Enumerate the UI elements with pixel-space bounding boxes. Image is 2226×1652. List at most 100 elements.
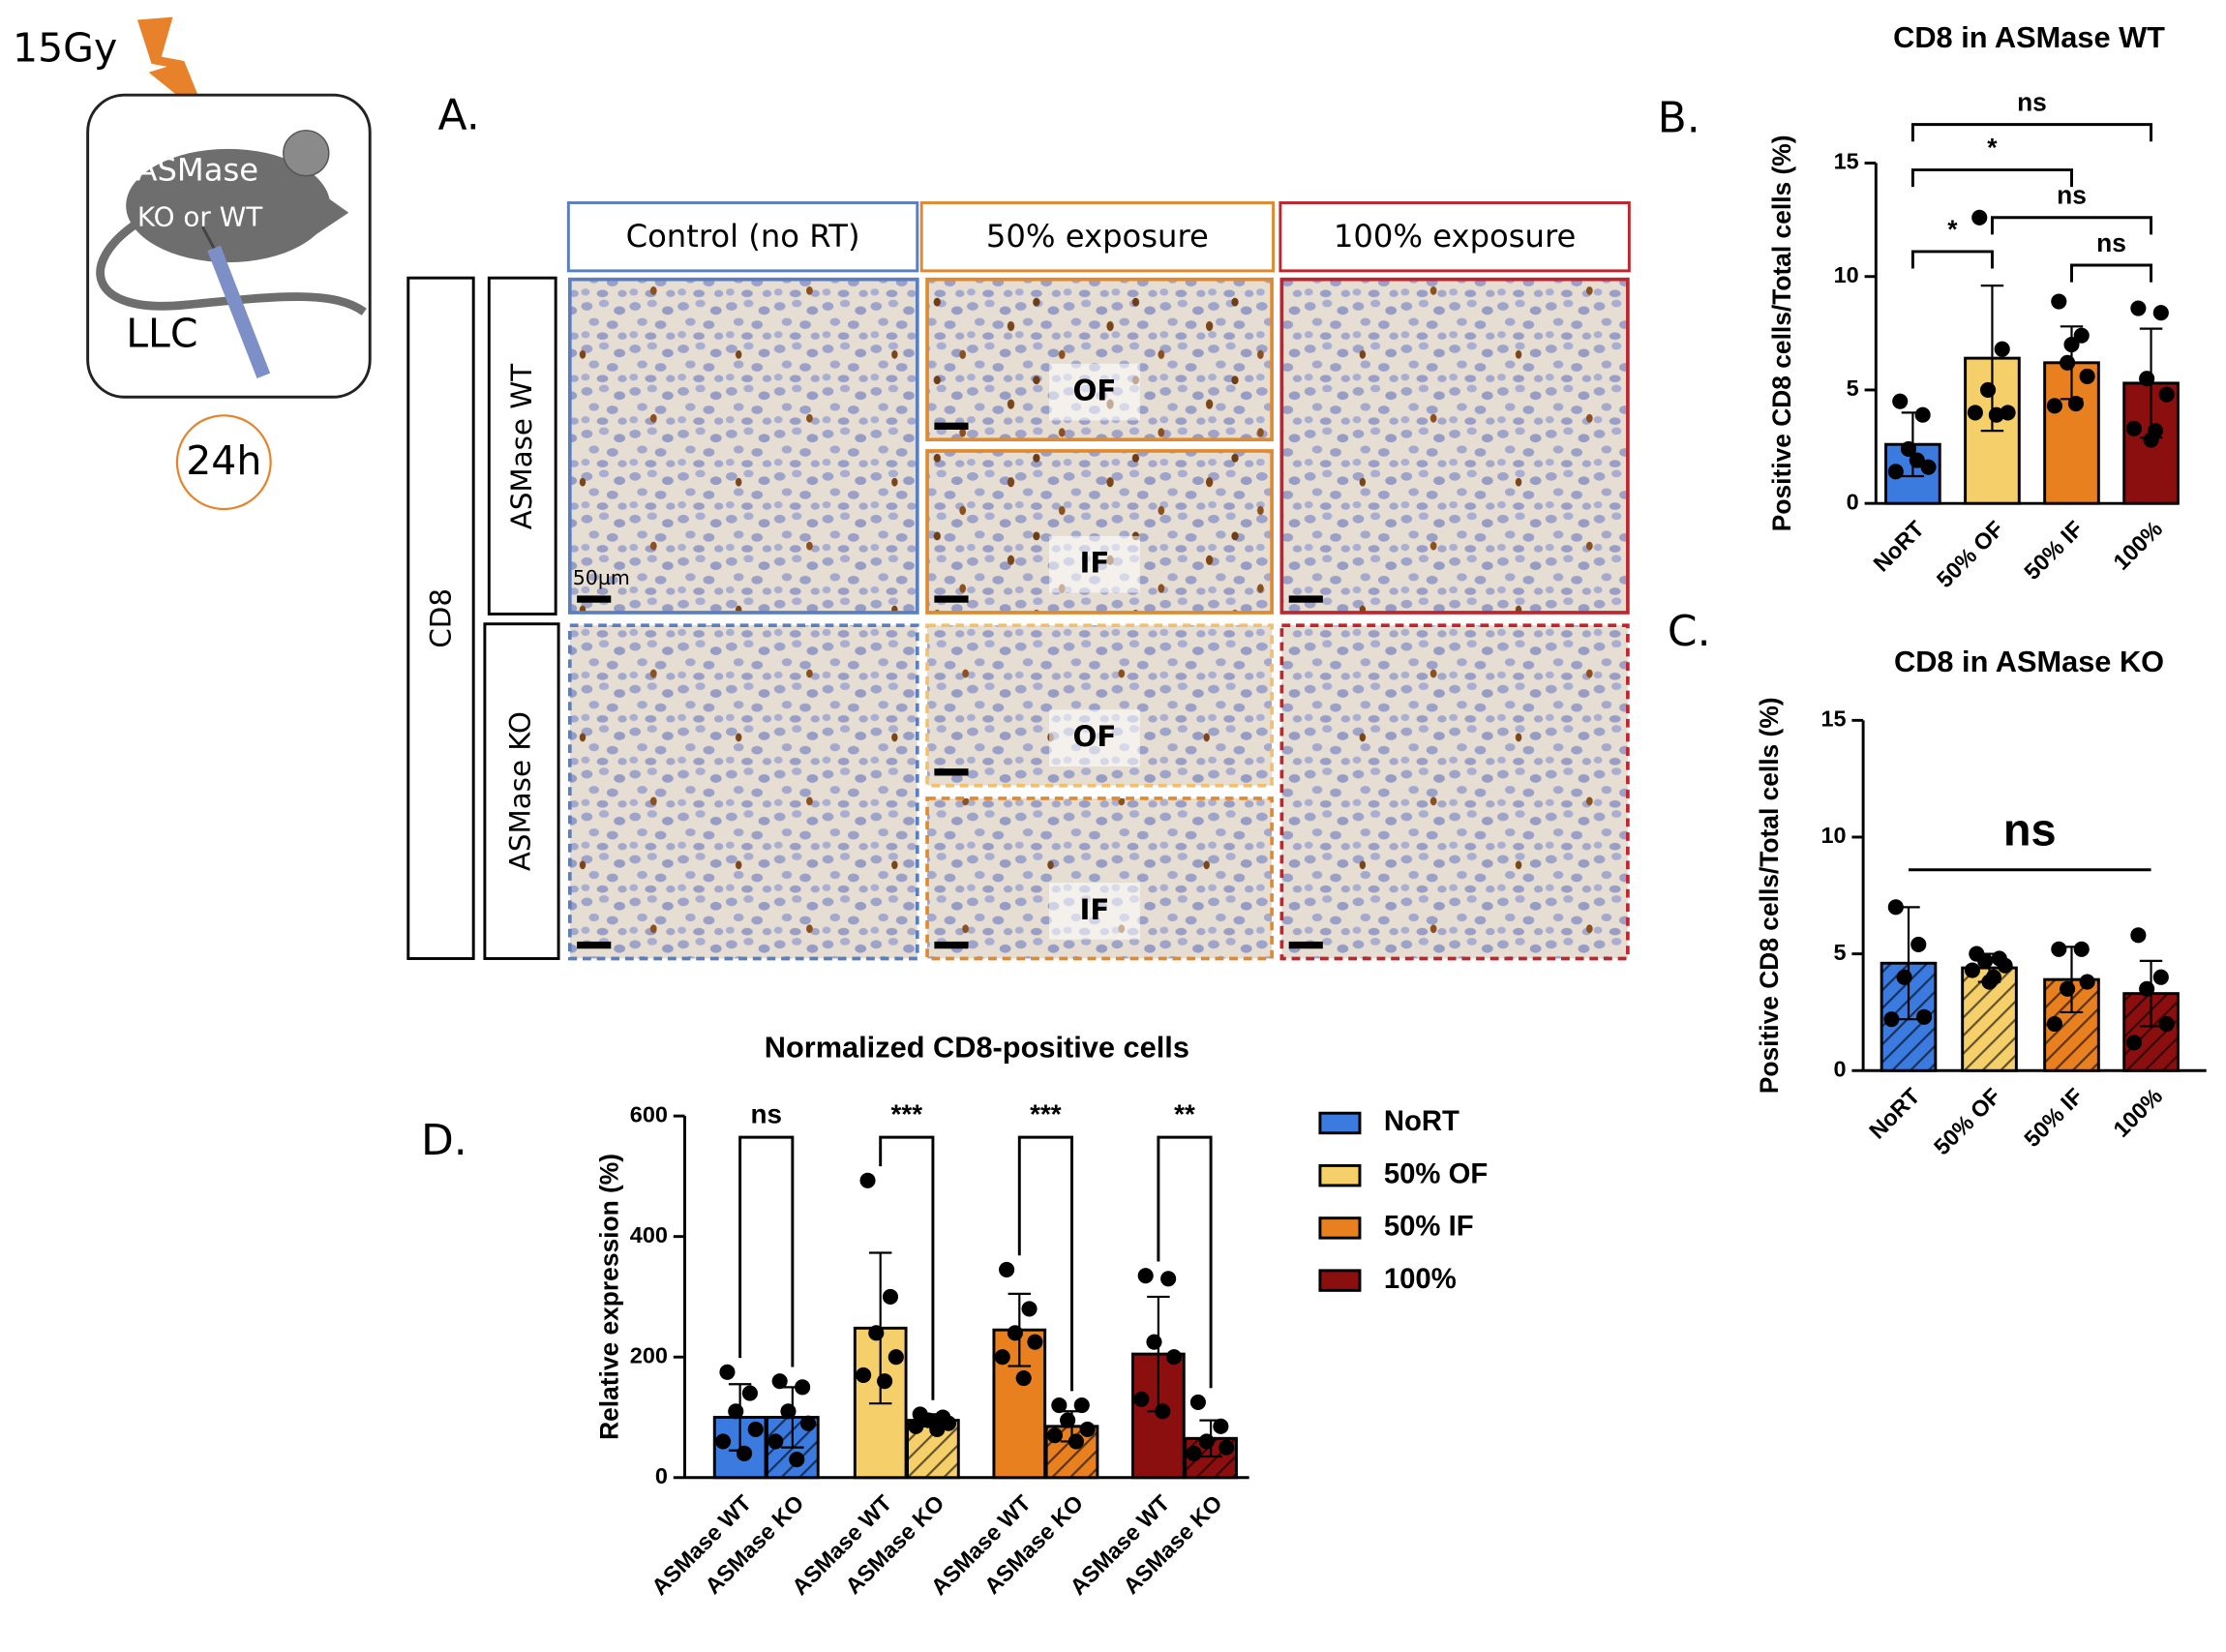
significance-label: ns [751, 1099, 782, 1129]
panel-a: Control (no RT) 50% exposure 100% exposu… [406, 201, 1631, 961]
dose-label: 15Gy [13, 25, 117, 72]
data-point [2125, 420, 2143, 436]
marker-box [406, 276, 475, 960]
schematic: 15Gy ASMase KO or WT LLC 24h [13, 16, 372, 511]
data-point [2130, 300, 2147, 316]
data-point [1971, 209, 1988, 225]
data-point [2130, 927, 2147, 944]
data-point [1977, 952, 1994, 969]
column-header: 100% exposure [1334, 218, 1576, 255]
significance-bracket [879, 1135, 935, 1400]
data-point [882, 1288, 899, 1306]
data-point [1910, 936, 1927, 953]
micrograph-stain [1281, 625, 1628, 959]
micrograph-border [567, 623, 919, 961]
y-axis-label: Positive CD8 cells/Total cells (%) [1767, 135, 1796, 531]
time-label: 24h [186, 437, 261, 484]
genotype-label: KO or WT [137, 201, 263, 233]
data-point [2152, 305, 2169, 321]
micrograph-border [925, 796, 1274, 961]
micrograph-border [925, 449, 1274, 615]
data-point [1146, 1334, 1162, 1350]
data-point [856, 1367, 872, 1383]
region-label: OF [1072, 375, 1116, 407]
data-point [1046, 1427, 1063, 1444]
data-point [1981, 974, 1998, 990]
significance-bracket [2070, 263, 2153, 283]
row-label: ASMase WT [505, 364, 538, 529]
y-tick-label: 0 [655, 1463, 668, 1488]
legend-label: 50% OF [1384, 1157, 1488, 1189]
legend-label: 50% IF [1384, 1211, 1474, 1243]
model-label: ASMase [135, 151, 258, 188]
data-point [1027, 1334, 1043, 1350]
data-point [999, 1261, 1015, 1277]
data-point [1133, 1391, 1150, 1407]
micrograph-border [567, 277, 919, 615]
region-box [1049, 883, 1140, 940]
column-header-box [566, 201, 919, 273]
data-point [2046, 398, 2062, 414]
data-point [1007, 1325, 1023, 1341]
data-point [1060, 1412, 1076, 1428]
micrograph-border [1279, 277, 1630, 615]
y-tick-label: 200 [630, 1342, 668, 1367]
data-point [767, 1433, 784, 1450]
y-tick-label: 15 [1820, 706, 1846, 732]
x-tick-label: 100% [2108, 516, 2167, 575]
data-point [859, 1172, 876, 1188]
data-point [1165, 1349, 1183, 1366]
data-point [1892, 393, 1909, 409]
data-point [929, 1421, 946, 1438]
x-tick-label: NoRT [1869, 516, 1930, 577]
data-point [728, 1403, 744, 1420]
panel-label: A. [438, 91, 480, 140]
significance-label: *** [1030, 1099, 1062, 1129]
data-point [715, 1433, 732, 1450]
data-point [2139, 980, 2155, 997]
data-point [741, 1385, 758, 1401]
chart-title: CD8 in ASMase KO [1894, 645, 2164, 678]
scale-bar [934, 422, 969, 430]
significance-label: ns [2057, 181, 2087, 210]
column-header-box [919, 201, 1276, 273]
time-circle [175, 414, 272, 511]
x-tick-label: NoRT [1864, 1083, 1925, 1144]
significance-bracket [1910, 123, 2153, 142]
data-point [736, 1445, 753, 1461]
significance-label: * [1947, 215, 1958, 244]
scale-bar [577, 595, 612, 603]
data-point [1997, 957, 2013, 974]
region-label: IF [1079, 893, 1109, 926]
x-tick-label: 50% IF [2019, 516, 2088, 585]
column-header-box [1278, 201, 1631, 273]
chart-title: Normalized CD8-positive cells [765, 1030, 1189, 1064]
data-point [2067, 395, 2084, 412]
micrograph-border [925, 623, 1274, 788]
data-point [2063, 336, 2080, 353]
data-point [771, 1373, 788, 1390]
legend-label: NoRT [1384, 1105, 1459, 1137]
significance-bracket [738, 1135, 795, 1367]
x-tick-label: 50% OF [1932, 516, 2008, 592]
y-axis-label: Relative expression (%) [594, 1154, 623, 1440]
data-point [1964, 962, 1980, 978]
data-point [2143, 432, 2159, 448]
significance-label: *** [891, 1099, 923, 1129]
data-point [1198, 1433, 1215, 1450]
data-point [799, 1415, 817, 1431]
significance-bracket [1017, 1135, 1073, 1392]
data-point [795, 1379, 811, 1396]
legend-label: 100% [1384, 1263, 1457, 1295]
legend-swatch [1318, 1111, 1362, 1135]
data-point [868, 1325, 885, 1341]
panel-label: C. [1668, 607, 1711, 656]
panel-label: D. [421, 1116, 467, 1165]
region-label: OF [1072, 720, 1116, 753]
panel-label: B. [1658, 94, 1700, 143]
data-point [1015, 1369, 1032, 1387]
column-header: Control (no RT) [626, 218, 860, 255]
syringe [207, 245, 271, 378]
significance-label: ns [2003, 805, 2057, 856]
